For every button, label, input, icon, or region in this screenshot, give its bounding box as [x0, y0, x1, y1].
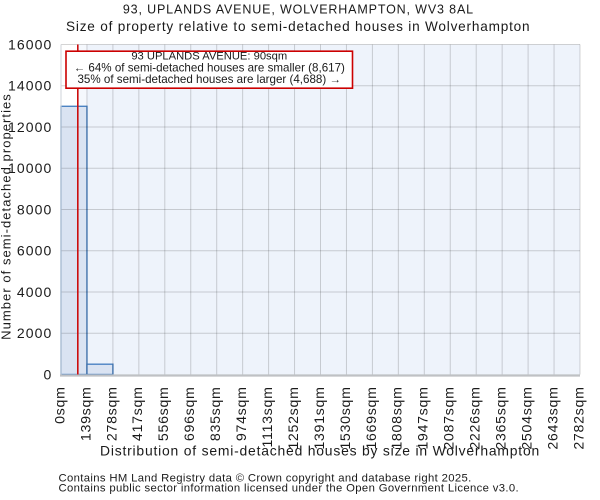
svg-text:556sqm: 556sqm [156, 386, 172, 441]
svg-text:Contains HM Land Registry data: Contains HM Land Registry data © Crown c… [59, 473, 472, 485]
svg-text:1391sqm: 1391sqm [312, 386, 328, 449]
svg-text:35% of semi-detached houses ar: 35% of semi-detached houses are larger (… [77, 73, 341, 86]
svg-text:1947sqm: 1947sqm [416, 386, 432, 449]
svg-text:278sqm: 278sqm [104, 386, 120, 441]
svg-text:1669sqm: 1669sqm [364, 386, 380, 449]
svg-text:2643sqm: 2643sqm [545, 386, 561, 449]
svg-text:2365sqm: 2365sqm [494, 386, 510, 449]
svg-text:1113sqm: 1113sqm [260, 386, 276, 447]
svg-text:1252sqm: 1252sqm [286, 386, 302, 449]
svg-text:Size of property relative to s: Size of property relative to semi-detach… [66, 19, 530, 34]
svg-text:4000: 4000 [17, 284, 53, 300]
svg-text:Contains public sector informa: Contains public sector information licen… [59, 483, 519, 495]
svg-text:2782sqm: 2782sqm [571, 386, 587, 449]
svg-text:835sqm: 835sqm [208, 386, 224, 441]
svg-text:139sqm: 139sqm [78, 386, 94, 441]
svg-text:417sqm: 417sqm [130, 386, 146, 441]
svg-text:93, UPLANDS AVENUE, WOLVERHAMP: 93, UPLANDS AVENUE, WOLVERHAMPTON, WV3 8… [123, 3, 474, 17]
svg-text:2087sqm: 2087sqm [442, 386, 458, 449]
svg-text:14000: 14000 [8, 78, 52, 94]
svg-text:16000: 16000 [8, 36, 52, 52]
svg-text:2000: 2000 [17, 325, 53, 341]
svg-text:0: 0 [44, 366, 53, 382]
svg-text:6000: 6000 [17, 243, 53, 259]
svg-text:12000: 12000 [8, 119, 52, 135]
svg-text:1808sqm: 1808sqm [390, 386, 406, 449]
svg-text:Distribution of semi-detached: Distribution of semi-detached houses by … [100, 442, 540, 458]
svg-text:0sqm: 0sqm [52, 386, 68, 424]
svg-text:2226sqm: 2226sqm [468, 386, 484, 449]
svg-text:1530sqm: 1530sqm [338, 386, 354, 449]
svg-text:93 UPLANDS AVENUE: 90sqm: 93 UPLANDS AVENUE: 90sqm [131, 51, 287, 63]
svg-text:696sqm: 696sqm [182, 386, 198, 441]
svg-text:Number of semi-detached proper: Number of semi-detached properties [0, 93, 14, 340]
svg-text:8000: 8000 [17, 201, 53, 217]
svg-text:← 64% of semi-detached houses: ← 64% of semi-detached houses are smalle… [74, 61, 345, 74]
svg-text:2504sqm: 2504sqm [520, 386, 536, 449]
svg-text:974sqm: 974sqm [234, 386, 250, 441]
svg-text:10000: 10000 [8, 160, 52, 176]
